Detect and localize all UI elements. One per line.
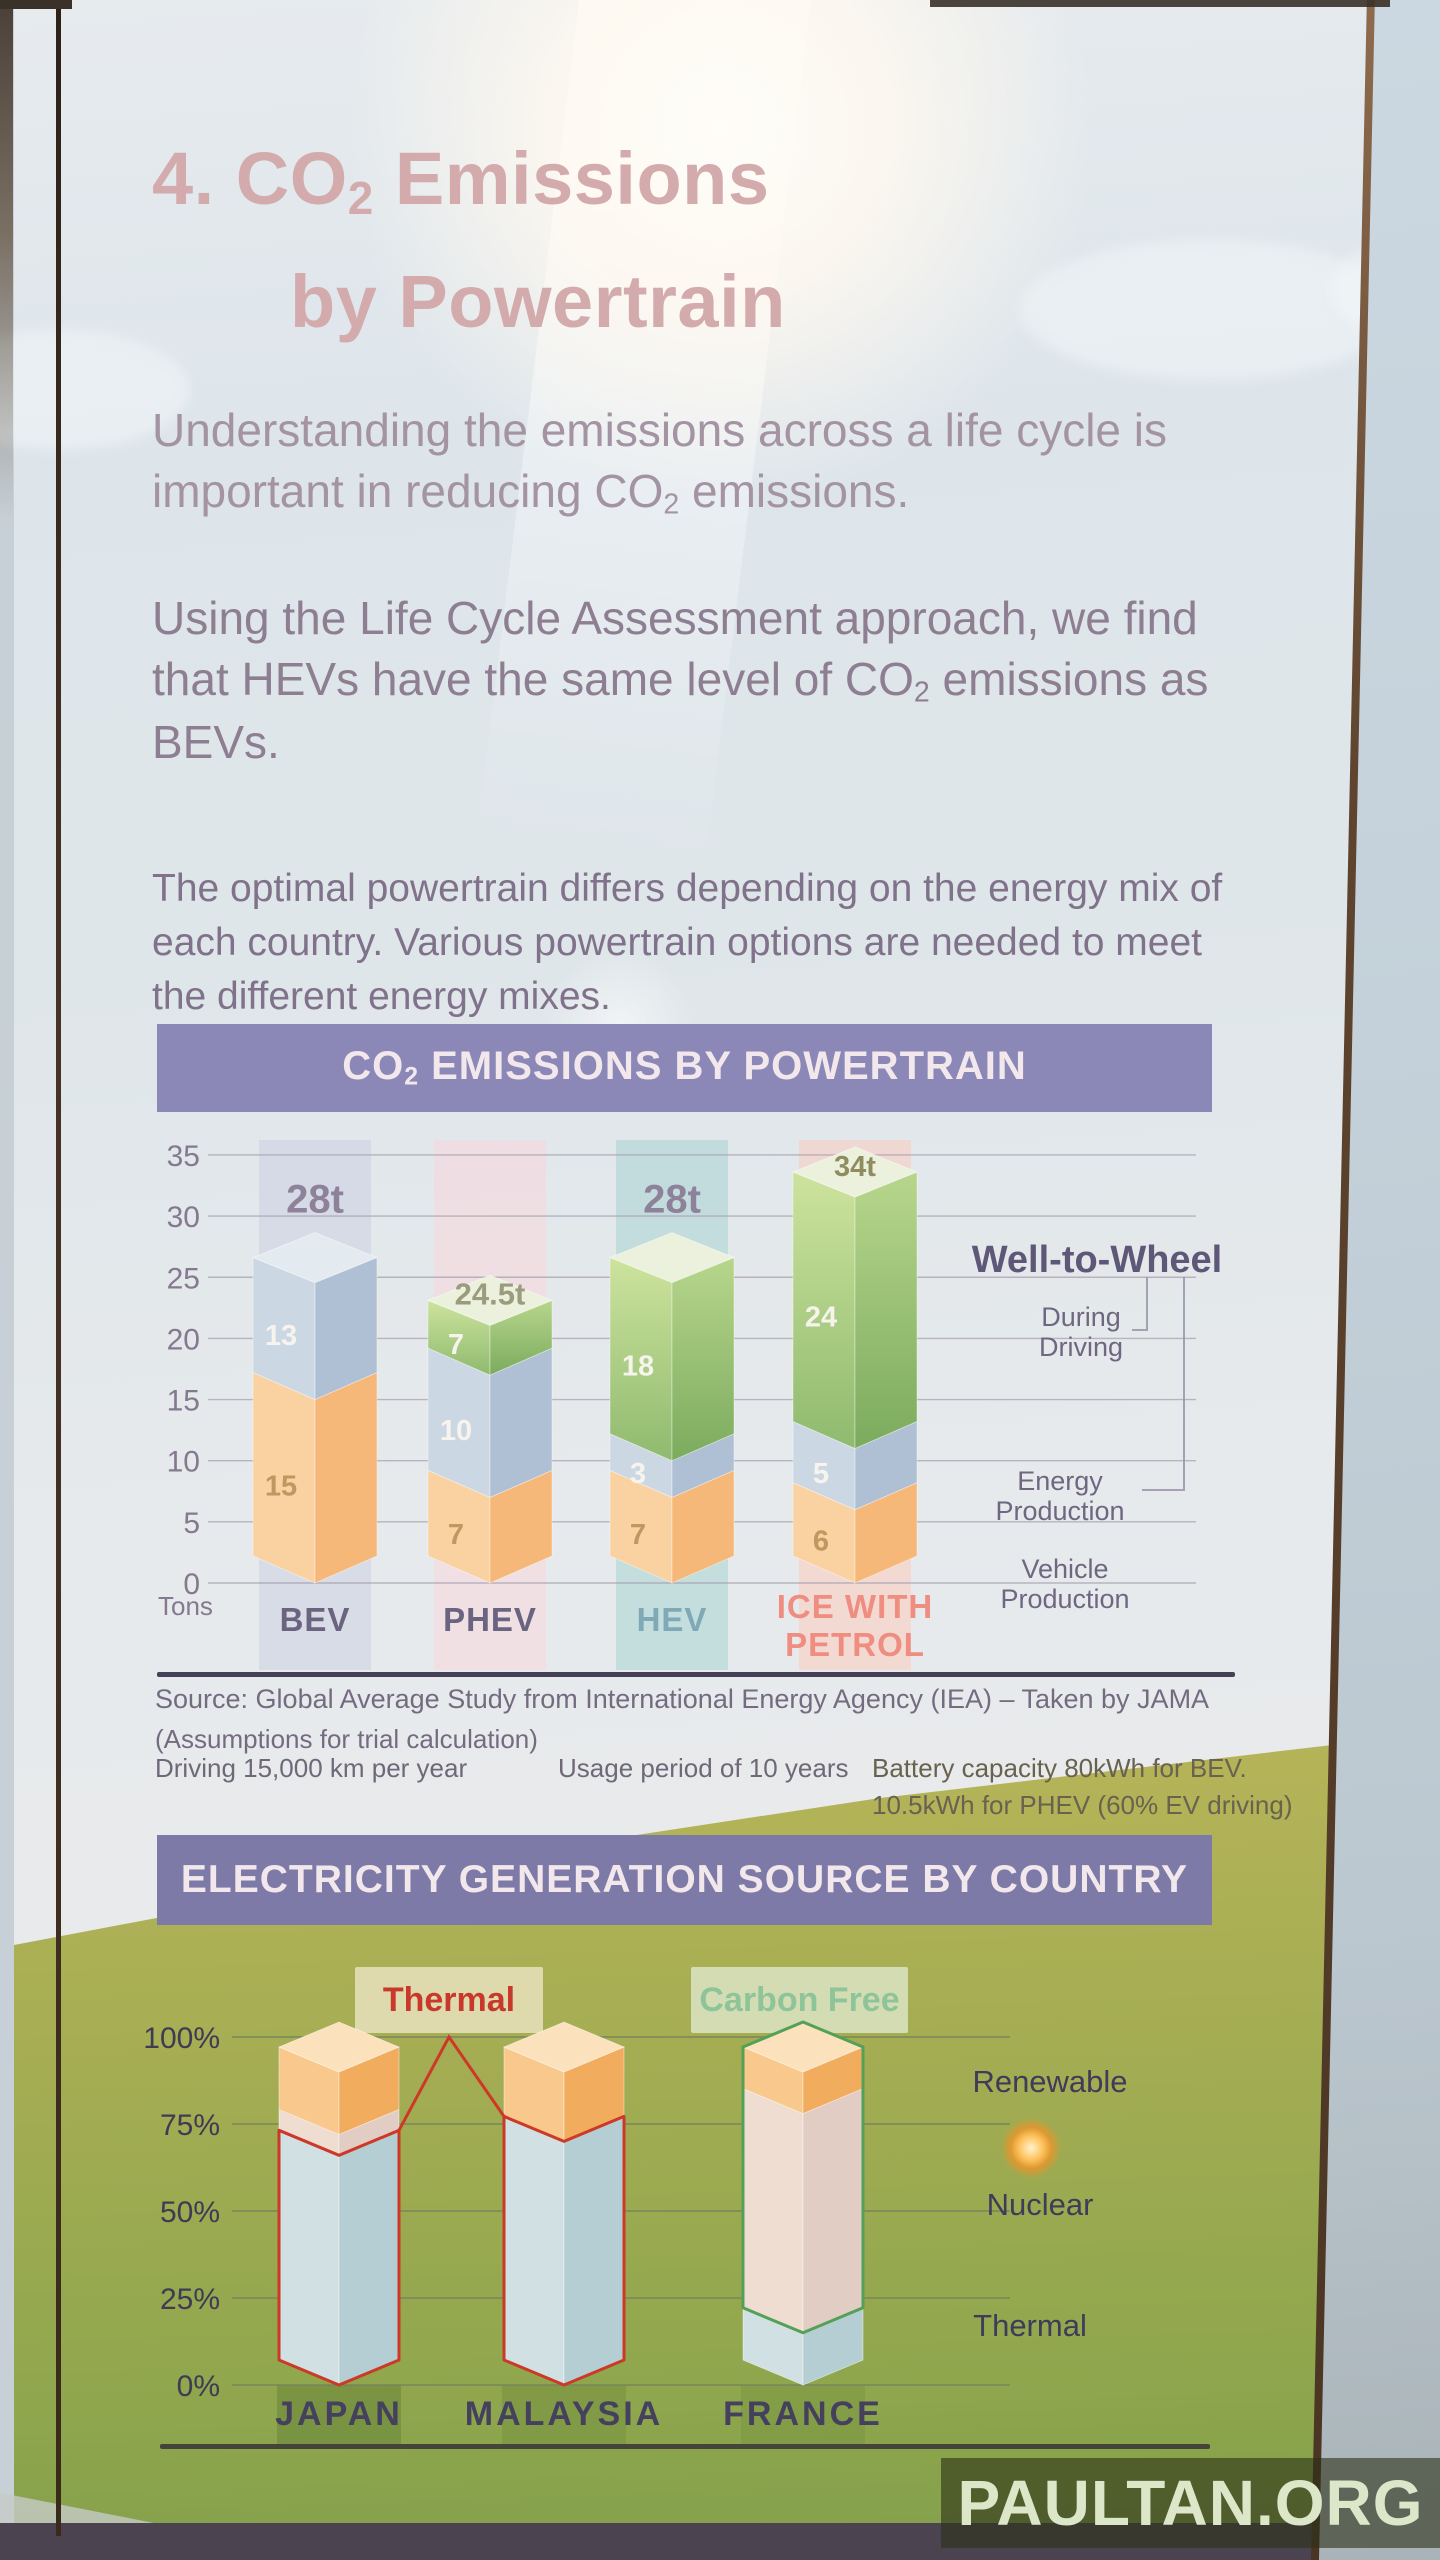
photo-top-edge	[0, 0, 72, 9]
assumption-battery: Battery capacity 80kWh for BEV. 10.5kWh …	[872, 1753, 1293, 1820]
legend-item-renewable: Renewable	[972, 2064, 1127, 2099]
bar-total-label: 24.5t	[455, 1276, 526, 1311]
legend-item: Production	[995, 1496, 1124, 1526]
bar-bev: 15 13 28t BEV	[251, 1178, 379, 1638]
separator-line	[160, 2444, 1210, 2449]
watermark-box: PAULTAN.ORG	[941, 2458, 1440, 2548]
category-label: BEV	[280, 1601, 351, 1638]
country-label: MALAYSIA	[465, 2395, 663, 2433]
svg-text:50%: 50%	[160, 2196, 220, 2229]
legend-item-thermal: Thermal	[973, 2308, 1087, 2343]
segment-value-label: 3	[630, 1458, 646, 1490]
svg-text:0%: 0%	[177, 2370, 220, 2403]
svg-text:20: 20	[167, 1323, 200, 1356]
legend-title: Well-to-Wheel	[972, 1239, 1223, 1281]
bar-top-face	[277, 2021, 401, 2073]
country-label: JAPAN	[275, 2395, 403, 2433]
segment-value-label: 7	[448, 1329, 464, 1361]
segment-value-label: 24	[805, 1302, 837, 1334]
svg-text:100%: 100%	[143, 2022, 220, 2055]
red-outline	[277, 2128, 401, 2387]
frame-seam-left	[56, 0, 61, 2536]
svg-text:5: 5	[183, 1507, 200, 1540]
svg-text:15: 15	[167, 1385, 200, 1418]
lens-flare-orange-dot	[1001, 2118, 1061, 2178]
red-outline	[502, 2114, 626, 2387]
legend-item: Driving	[1039, 1332, 1123, 1362]
bar-phev: 7 10 7 24.5t PHEV	[426, 1274, 554, 1638]
bar-malaysia: MALAYSIA	[465, 2021, 663, 2433]
svg-text:75%: 75%	[160, 2109, 220, 2142]
bar-top-face	[426, 1274, 554, 1326]
assumption-usage: Usage period of 10 years	[558, 1753, 849, 1783]
bar-shadow	[502, 2385, 626, 2447]
bar-total-label: 28t	[643, 1178, 701, 1222]
page-title-line2: by Powertrain	[290, 259, 786, 343]
assumption-driving: Driving 15,000 km per year	[155, 1753, 468, 1783]
segment-value-label: 7	[630, 1519, 646, 1551]
svg-text:30: 30	[167, 1201, 200, 1234]
bar-japan: JAPAN	[275, 2021, 403, 2433]
axis-unit-label: Tons	[158, 1591, 213, 1621]
legend-item-nuclear: Nuclear	[987, 2187, 1094, 2222]
svg-text:35: 35	[167, 1140, 200, 1173]
segment-value-label: 10	[440, 1415, 472, 1447]
bar-france: FRANCE	[723, 2020, 883, 2433]
legend-bracket	[1132, 1277, 1148, 1331]
source-note: Source: Global Average Study from Intern…	[155, 1684, 1210, 1714]
photo-top-edge	[930, 0, 1390, 7]
bar-total-label: 34t	[834, 1151, 876, 1183]
legend-item: Production	[1000, 1584, 1129, 1614]
category-label: ICE WITH	[777, 1588, 933, 1625]
thermal-connector-line	[397, 2034, 506, 2132]
country-label: FRANCE	[723, 2395, 883, 2433]
segment-value-label: 13	[265, 1320, 297, 1352]
segment-value-label: 6	[813, 1525, 829, 1557]
watermark-text: PAULTAN.ORG	[957, 2467, 1424, 2539]
bar-top-face	[791, 1146, 919, 1198]
photo-left-edge	[0, 0, 13, 520]
segment-value-label: 7	[448, 1519, 464, 1551]
bar-shadow	[741, 2385, 865, 2447]
legend-item: Energy	[1017, 1466, 1103, 1496]
page-title: 4. CO2 Emissions by Powertrain	[152, 118, 1052, 364]
bar-top-face	[251, 1232, 379, 1283]
assumptions-title: (Assumptions for trial calculation)	[155, 1724, 538, 1754]
bar-shadow	[277, 2385, 401, 2447]
chart2-banner: ELECTRICITY GENERATION SOURCE BY COUNTRY	[157, 1835, 1212, 1925]
segment-value-label: 18	[622, 1351, 654, 1383]
segment-value-label: 5	[813, 1458, 829, 1490]
category-label: HEV	[637, 1601, 708, 1638]
bar-top-face	[502, 2021, 626, 2073]
category-label: PHEV	[443, 1601, 537, 1638]
chart1-legend: Well-to-WheelDuringDrivingEnergyProducti…	[972, 1239, 1223, 1614]
chart1-banner: CO2 EMISSIONS BY POWERTRAIN	[157, 1024, 1212, 1112]
legend-item: Vehicle	[1021, 1554, 1108, 1584]
co2-emissions-by-powertrain-chart: 05101520253035Tons151328tBEV710724.5tPHE…	[158, 1140, 1223, 1670]
legend-bracket	[1142, 1277, 1185, 1491]
svg-text:0: 0	[183, 1568, 200, 1601]
paragraph-lifecycle: Understanding the emissions across a lif…	[152, 404, 1168, 520]
svg-text:25: 25	[167, 1262, 200, 1295]
sun-flare	[330, 0, 1110, 520]
bar-top-face	[608, 1232, 736, 1283]
paragraph-lca: Using the Life Cycle Assessment approach…	[152, 592, 1209, 768]
legend-item: During	[1041, 1302, 1121, 1332]
thermal-chip-label: Thermal	[355, 1967, 543, 2033]
separator-line	[157, 1672, 1235, 1677]
paragraph-energy-mix: The optimal powertrain differs depending…	[152, 867, 1223, 1018]
bar-total-label: 28t	[286, 1178, 344, 1222]
green-outline	[741, 2020, 865, 2335]
electricity-generation-source-chart: 0% 25% 50% 75% 100% JAPAN MALAYSIA FRANCE Renewa…	[143, 2020, 1128, 2447]
bar-hev: 7 3 18 28t HEV	[608, 1178, 736, 1638]
segment-value-label: 15	[265, 1470, 297, 1502]
category-label: PETROL	[785, 1626, 925, 1663]
svg-text:10: 10	[167, 1446, 200, 1479]
svg-text:25%: 25%	[160, 2283, 220, 2316]
